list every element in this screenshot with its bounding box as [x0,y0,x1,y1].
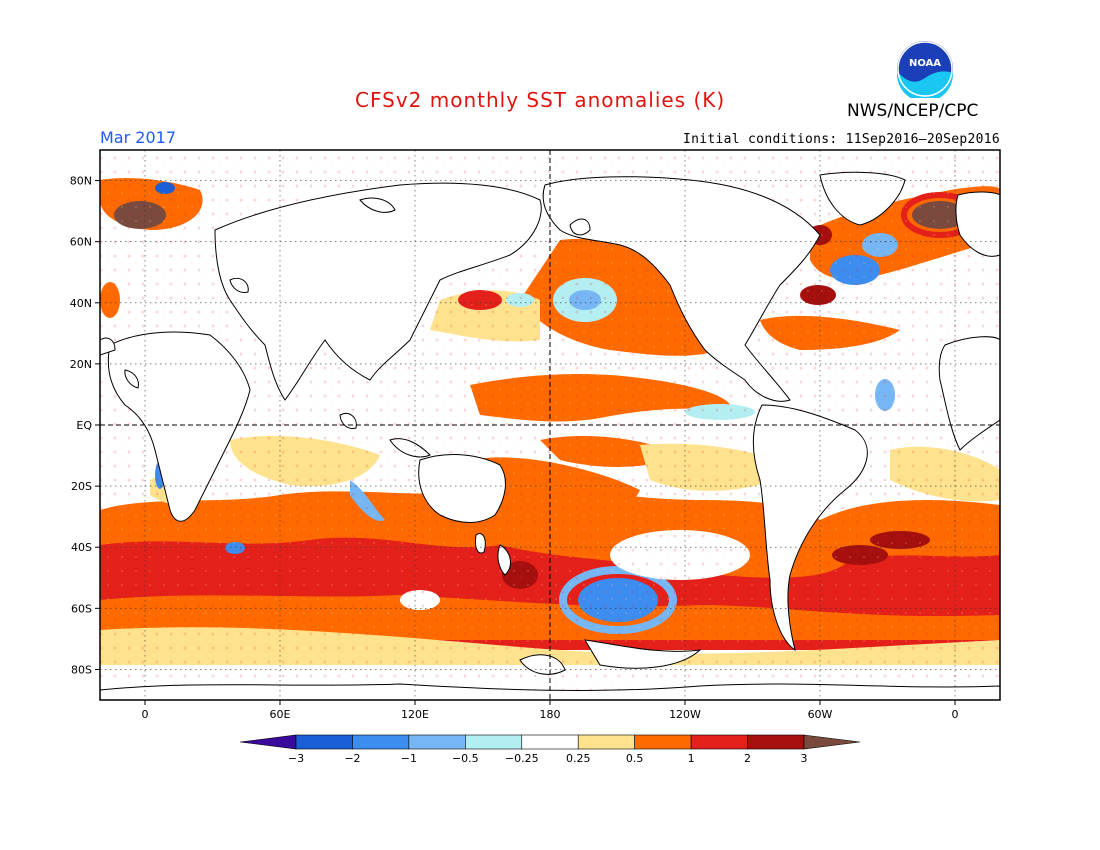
colorbar-label: −0.5 [452,752,479,765]
colorbar-label: −2 [344,752,360,765]
colorbar-swatch [521,734,579,750]
lon-tick-label: 60E [270,708,291,721]
colorbar-swatch [747,734,805,750]
lon-axis: 0 60E 120E 180 120W 60W 0 [142,700,959,721]
lon-tick-label: 60W [808,708,833,721]
colorbar-low-arrow [239,734,297,750]
land-south-america [752,404,868,652]
colorbar-label: −0.25 [505,752,539,765]
land-eurasia [214,182,542,401]
lat-tick-label: 80S [71,663,92,676]
forecast-month: Mar 2017 [100,128,176,147]
lat-tick-label: 60N [70,236,92,249]
lon-tick-label: 0 [952,708,959,721]
lat-axis: 80N 60N 40N 20N EQ 20S 40S 60S 80S [70,175,100,676]
land-masses [100,171,1000,700]
colorbar-label: −3 [288,752,304,765]
lat-tick-label: 40S [71,541,92,554]
lat-tick-label: 20N [70,358,92,371]
land-north-america [542,176,821,402]
land-antarctica [100,683,1000,700]
lat-tick-label: 40N [70,297,92,310]
initial-conditions: Initial conditions: 11Sep2016–20Sep2016 [683,132,1000,147]
colorbar: −3 −2 −1 −0.5 −0.25 0.25 0.5 1 2 3 [239,734,861,765]
noaa-logo-text: NOAA [909,58,941,69]
colorbar-swatch [577,734,635,750]
colorbar-swatch [465,734,523,750]
lat-tick-label: 60S [71,602,92,615]
colorbar-label: 3 [801,752,808,765]
colorbar-label: 1 [688,752,695,765]
lon-tick-label: 180 [540,708,561,721]
colorbar-swatch [690,734,748,750]
noaa-logo: NOAA [897,41,953,98]
colorbar-swatch [352,734,410,750]
colorbar-swatch [408,734,466,750]
colorbar-swatch [634,734,692,750]
colorbar-label: 2 [744,752,751,765]
lon-tick-label: 120E [401,708,429,721]
land-australia [418,454,506,523]
colorbar-label: 0.25 [566,752,591,765]
lon-tick-label: 0 [142,708,149,721]
colorbar-label: −1 [401,752,417,765]
lat-tick-label: 80N [70,175,92,188]
org-label: NWS/NCEP/CPC [847,101,979,121]
map-title: CFSv2 monthly SST anomalies (K) [355,88,726,112]
colorbar-high-arrow [803,734,861,750]
land-greenland [819,171,906,226]
colorbar-swatch [295,734,353,750]
lat-tick-label: EQ [76,419,92,432]
colorbar-label: 0.5 [626,752,644,765]
lon-tick-label: 120W [669,708,701,721]
land-africa [107,331,251,522]
lat-tick-label: 20S [71,480,92,493]
